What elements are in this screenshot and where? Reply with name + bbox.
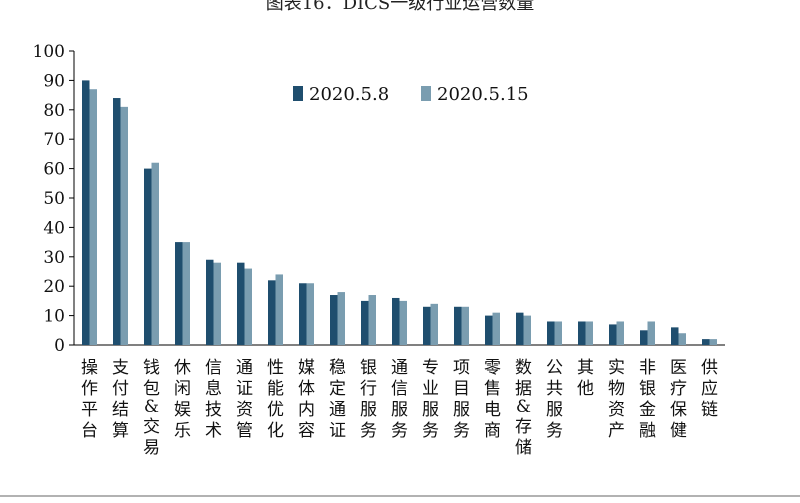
y-tick-label: 10 — [43, 307, 65, 327]
bar-series2-14 — [523, 315, 531, 345]
bar-series2-1 — [120, 106, 128, 345]
x-tick-label: 支付结算 — [112, 358, 129, 441]
x-tick-label: 非银金融 — [639, 358, 656, 441]
y-tick-label: 60 — [43, 160, 65, 180]
y-axis: 0 10 20 30 40 50 60 70 80 90 100 — [33, 42, 725, 356]
x-tick-label: 实物资产 — [608, 358, 625, 441]
x-tick-label: 专业服务 — [422, 358, 439, 441]
legend: 2020.5.8 2020.5.15 — [293, 84, 529, 105]
bar-series1-16 — [578, 321, 586, 345]
bar-series1-7 — [299, 283, 307, 345]
legend-label: 2020.5.15 — [437, 84, 529, 105]
bar-series2-5 — [244, 268, 252, 345]
bar-series1-11 — [423, 306, 431, 345]
bar-series2-19 — [678, 333, 686, 345]
bar-series2-3 — [182, 242, 190, 345]
bar-series1-15 — [547, 321, 555, 345]
y-tick-label: 50 — [43, 189, 65, 209]
x-axis: 操作平台支付结算钱包&交易休闲娱乐信息技术通证资管性能优化媒体内容稳定通证银行服… — [81, 358, 718, 458]
x-tick-label: 性能优化 — [267, 358, 284, 441]
bar-series2-20 — [709, 339, 717, 345]
bar-series1-6 — [268, 280, 276, 345]
bar-series2-13 — [492, 312, 500, 345]
bar-series2-4 — [213, 262, 221, 345]
y-tick-label: 40 — [43, 218, 65, 238]
bar-series2-12 — [461, 306, 469, 345]
x-tick-label: 项目服务 — [453, 358, 470, 441]
y-tick-label: 90 — [43, 71, 65, 91]
legend-swatch — [293, 86, 303, 101]
y-tick-label: 30 — [43, 248, 65, 268]
x-tick-label: 数据&存储 — [515, 358, 532, 458]
bar-series1-8 — [330, 295, 338, 345]
bar-series1-12 — [454, 306, 462, 345]
bar-series1-17 — [609, 324, 617, 345]
x-tick-label: 钱包&交易 — [143, 358, 160, 458]
bar-series1-19 — [671, 327, 679, 345]
x-tick-label: 媒体内容 — [298, 358, 315, 441]
bar-series1-10 — [392, 297, 400, 345]
y-tick-label: 100 — [33, 42, 65, 62]
bar-series1-1 — [113, 98, 121, 345]
bar-series2-17 — [616, 321, 624, 345]
bar-series2-15 — [554, 321, 562, 345]
bars — [82, 80, 717, 346]
x-tick-label: 休闲娱乐 — [174, 358, 191, 441]
bar-series1-3 — [175, 242, 183, 345]
y-tick-label: 20 — [43, 277, 65, 297]
x-tick-label: 通证资管 — [236, 358, 253, 441]
bar-series2-10 — [399, 300, 407, 345]
x-tick-label: 零售电商 — [484, 358, 501, 441]
x-tick-label: 信息技术 — [205, 358, 222, 441]
bar-series2-8 — [337, 292, 345, 345]
legend-swatch — [421, 86, 431, 101]
bar-series1-5 — [237, 262, 245, 345]
bar-series2-0 — [89, 89, 97, 345]
bar-series2-7 — [306, 283, 314, 345]
bar-series1-14 — [516, 312, 524, 345]
x-tick-label: 供应链 — [701, 358, 718, 420]
y-tick-label: 80 — [43, 101, 65, 121]
legend-label: 2020.5.8 — [309, 84, 389, 105]
bar-series1-4 — [206, 259, 214, 345]
y-tick-label: 70 — [43, 130, 65, 150]
chart-title: 图表16：DICS一级行业运营数量 — [266, 0, 535, 14]
bar-series2-18 — [647, 321, 655, 345]
bar-series1-9 — [361, 300, 369, 345]
x-tick-label: 医疗保健 — [670, 358, 687, 441]
bar-series1-18 — [640, 330, 648, 345]
x-tick-label: 其他 — [577, 358, 594, 399]
bar-series1-0 — [82, 80, 90, 346]
bar-series2-2 — [151, 162, 159, 345]
bar-series2-16 — [585, 321, 593, 345]
x-tick-label: 公共服务 — [546, 358, 563, 441]
bar-series2-11 — [430, 303, 438, 345]
bar-series2-9 — [368, 295, 376, 345]
bar-series1-13 — [485, 315, 493, 345]
x-tick-label: 通信服务 — [391, 358, 408, 441]
bar-series1-20 — [702, 339, 710, 345]
y-tick-label: 0 — [54, 336, 65, 356]
x-tick-label: 银行服务 — [360, 358, 377, 441]
bar-series1-2 — [144, 168, 152, 345]
x-tick-label: 操作平台 — [81, 358, 98, 441]
bar-series2-6 — [275, 274, 283, 345]
x-tick-label: 稳定通证 — [329, 358, 346, 441]
